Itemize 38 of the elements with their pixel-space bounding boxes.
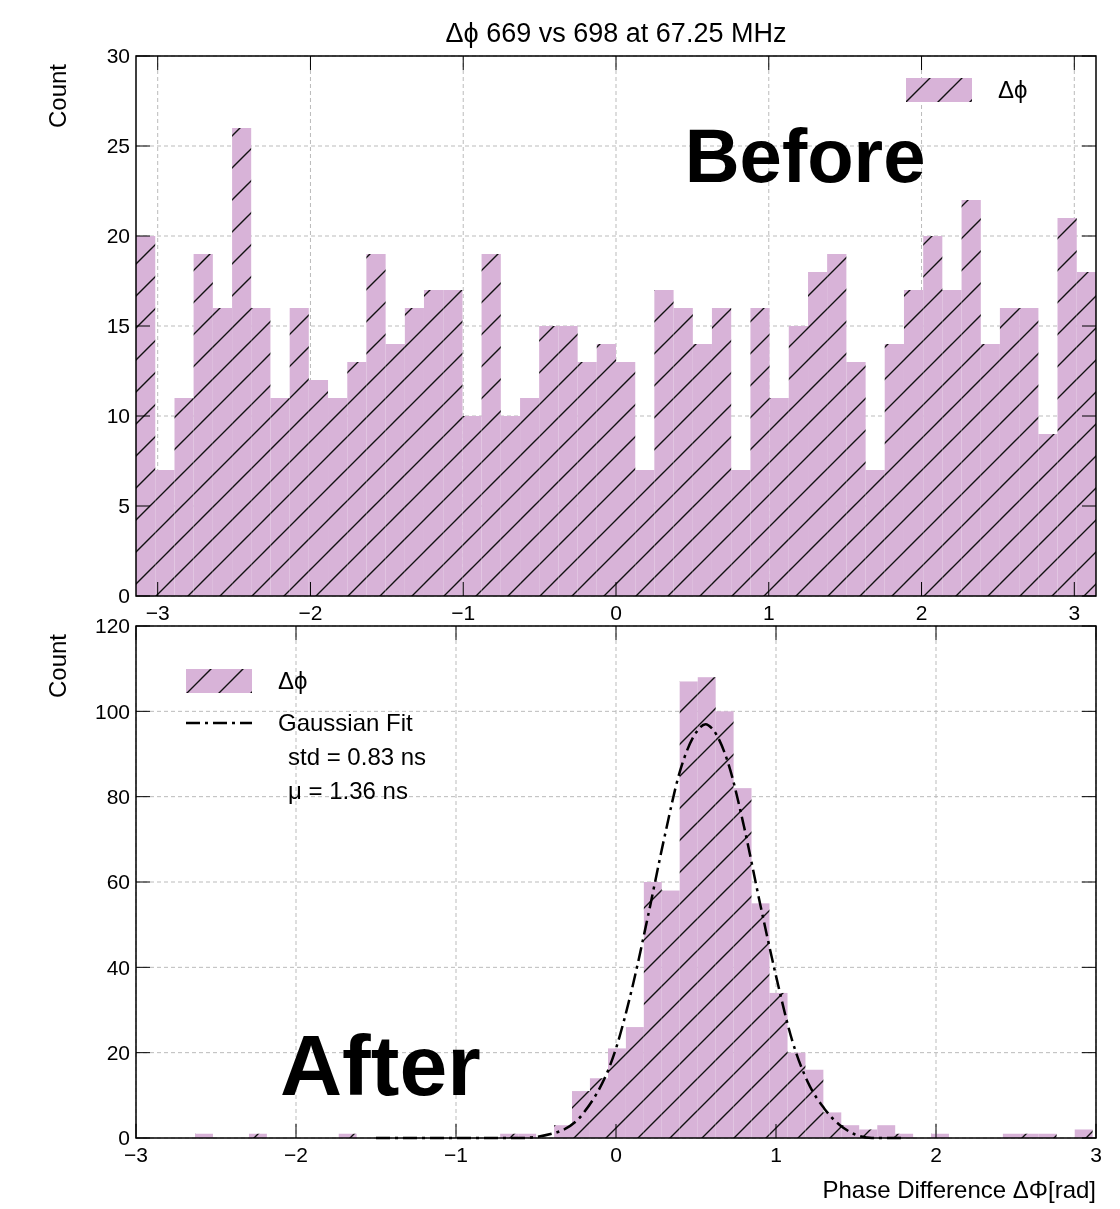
x-axis-title: Phase Difference ΔΦ[rad] bbox=[822, 1176, 1096, 1203]
y-tick-label: 15 bbox=[106, 314, 130, 338]
x-tick-label: 3 bbox=[1068, 601, 1081, 624]
y-tick-label: 25 bbox=[106, 134, 130, 158]
annotation: std = 0.83 ns bbox=[288, 743, 427, 771]
x-tick-label: −2 bbox=[298, 601, 323, 624]
chart-title: Δϕ 669 vs 698 at 67.25 MHz bbox=[445, 18, 787, 48]
x-tick-label: 1 bbox=[770, 1143, 782, 1166]
y-tick-label: 5 bbox=[118, 494, 130, 518]
y-tick-label: 10 bbox=[106, 404, 130, 428]
x-tick-label: 2 bbox=[915, 601, 928, 624]
legend-label: Δϕ bbox=[998, 76, 1028, 104]
x-tick-label: −1 bbox=[444, 1143, 468, 1166]
y-tick-label: 40 bbox=[106, 955, 130, 979]
x-tick-label: −1 bbox=[451, 601, 476, 624]
annotation: μ = 1.36 ns bbox=[288, 777, 408, 805]
legend-label: Gaussian Fit bbox=[278, 709, 414, 737]
y-axis-title: Count bbox=[44, 633, 71, 699]
y-tick-label: 80 bbox=[106, 785, 130, 809]
y-tick-label: 20 bbox=[106, 224, 130, 248]
legend-label: Δϕ bbox=[278, 667, 308, 695]
y-tick-label: 30 bbox=[106, 44, 130, 68]
y-tick-label: 20 bbox=[106, 1041, 130, 1065]
x-tick-label: 2 bbox=[930, 1143, 942, 1166]
x-tick-label: 3 bbox=[1090, 1143, 1102, 1166]
annotation: After bbox=[280, 1017, 481, 1114]
y-tick-label: 0 bbox=[118, 1126, 130, 1150]
x-tick-label: −2 bbox=[284, 1143, 308, 1166]
x-tick-label: 1 bbox=[762, 601, 775, 624]
y-tick-label: 120 bbox=[94, 614, 130, 638]
y-tick-label: 0 bbox=[118, 584, 130, 608]
x-tick-label: −3 bbox=[145, 601, 170, 624]
x-tick-label: 0 bbox=[610, 1143, 622, 1166]
y-tick-label: 100 bbox=[94, 699, 130, 723]
y-tick-label: 60 bbox=[106, 870, 130, 894]
y-axis-title: Count bbox=[44, 63, 71, 129]
annotation: Before bbox=[684, 113, 926, 198]
x-tick-label: 0 bbox=[610, 601, 622, 624]
